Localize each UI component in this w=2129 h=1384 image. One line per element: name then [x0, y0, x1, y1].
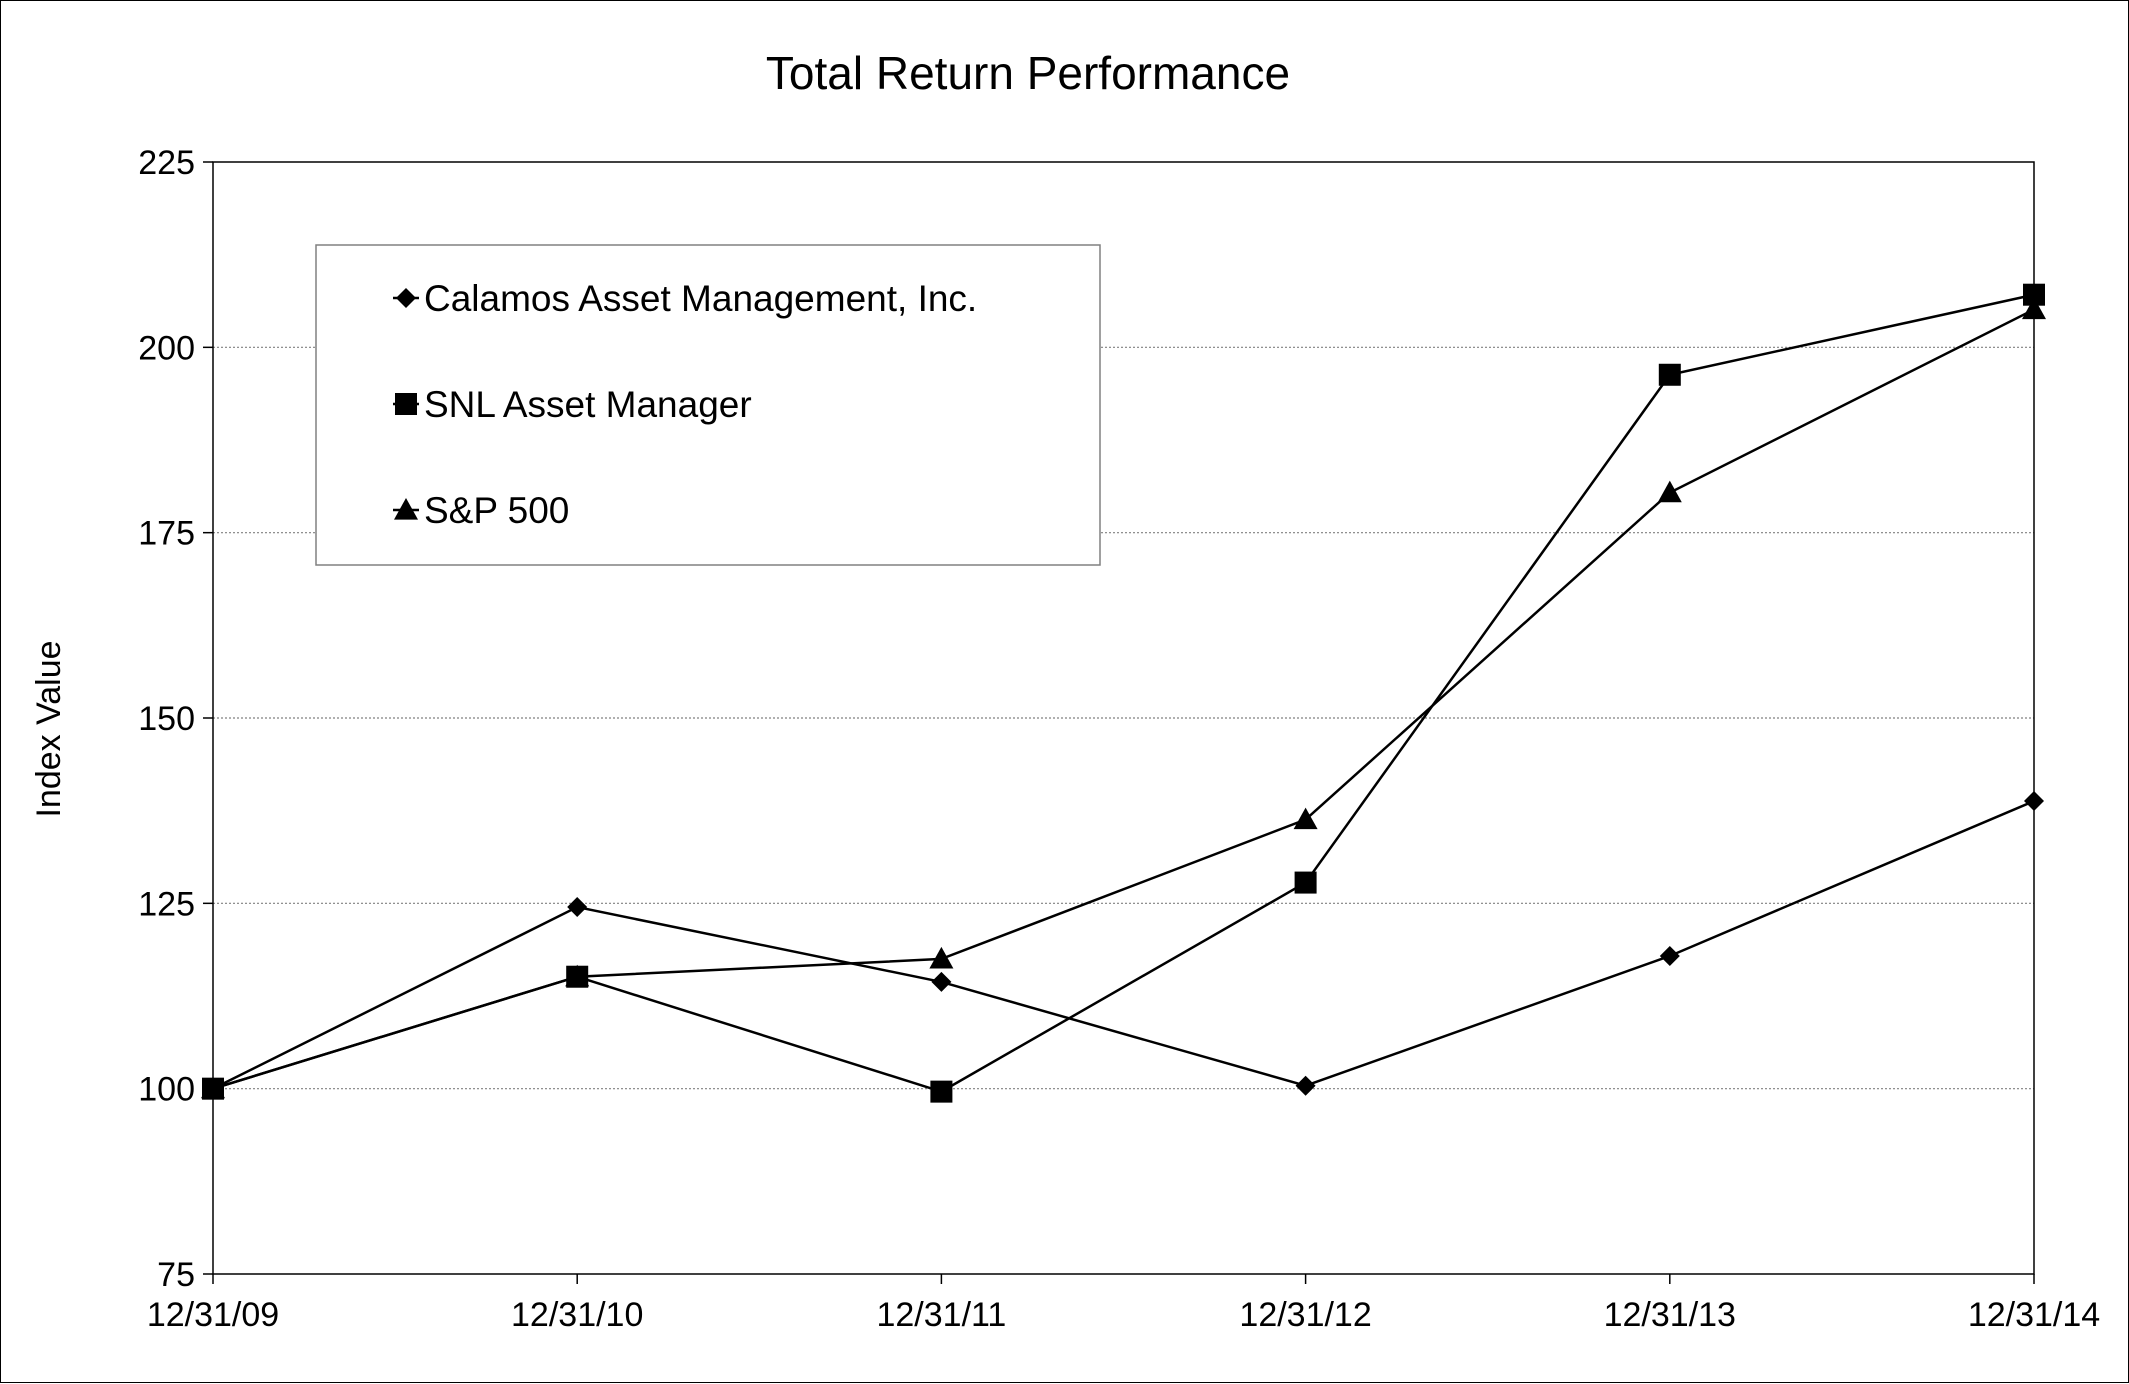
y-tick-label: 150: [138, 700, 195, 738]
series-line: [212, 799, 2035, 1090]
y-tick-label: 100: [138, 1071, 195, 1109]
chart-title: Total Return Performance: [766, 47, 1290, 99]
x-tick-label: 12/31/10: [511, 1296, 643, 1334]
data-point-diamond: [1659, 945, 1680, 966]
x-tick-label: 12/31/11: [876, 1296, 1006, 1334]
y-axis-title: Index Value: [30, 640, 68, 817]
series-layer: [201, 283, 2046, 1103]
data-point-square: [1294, 871, 1317, 894]
legend-box: [315, 244, 1101, 566]
series-diamond: [203, 791, 2044, 1099]
data-point-square: [2023, 283, 2045, 306]
legend: Calamos Asset Management, Inc. SNL Asset …: [315, 244, 1101, 566]
data-point-square: [930, 1080, 953, 1103]
axes: 75 100 125 150 175 200 225 12/31/09 12/31/10 12/3…: [138, 144, 2100, 1334]
x-tick-label: 12/31/12: [1239, 1296, 1371, 1334]
legend-label: SNL Asset Manager: [424, 384, 752, 425]
grid-lines: [213, 346, 2034, 1090]
data-point-triangle: [929, 946, 954, 969]
data-point-triangle: [565, 964, 590, 987]
y-tick-label: 175: [138, 515, 195, 553]
data-point-square: [1658, 363, 1681, 386]
series-triangle: [201, 297, 2046, 1099]
series-line: [212, 308, 2035, 1090]
legend-item: Calamos Asset Management, Inc.: [393, 278, 977, 319]
data-point-triangle: [201, 1076, 225, 1099]
legend-marker-square: [395, 393, 417, 415]
y-tick-label: 75: [157, 1256, 195, 1294]
legend-label: Calamos Asset Management, Inc.: [424, 278, 977, 319]
data-point-triangle: [1293, 807, 1318, 830]
legend-marker-triangle: [394, 498, 418, 520]
x-tick-label: 12/31/13: [1604, 1296, 1736, 1334]
y-tick-label: 125: [138, 885, 195, 923]
data-point-diamond: [931, 971, 952, 992]
y-tick-label: 225: [138, 144, 195, 182]
data-point-triangle: [2022, 297, 2046, 320]
legend-item: S&P 500: [393, 490, 569, 531]
x-tick-label: 12/31/09: [147, 1296, 279, 1334]
legend-label: S&P 500: [424, 490, 569, 531]
data-point-diamond: [567, 897, 588, 918]
y-tick-label: 200: [138, 329, 195, 367]
data-point-diamond: [2024, 791, 2044, 812]
data-point-diamond: [1295, 1075, 1316, 1096]
x-tick-label: 12/31/14: [1968, 1296, 2100, 1334]
data-point-triangle: [1657, 480, 1682, 503]
legend-item: SNL Asset Manager: [393, 384, 752, 425]
legend-marker-diamond: [396, 288, 416, 308]
